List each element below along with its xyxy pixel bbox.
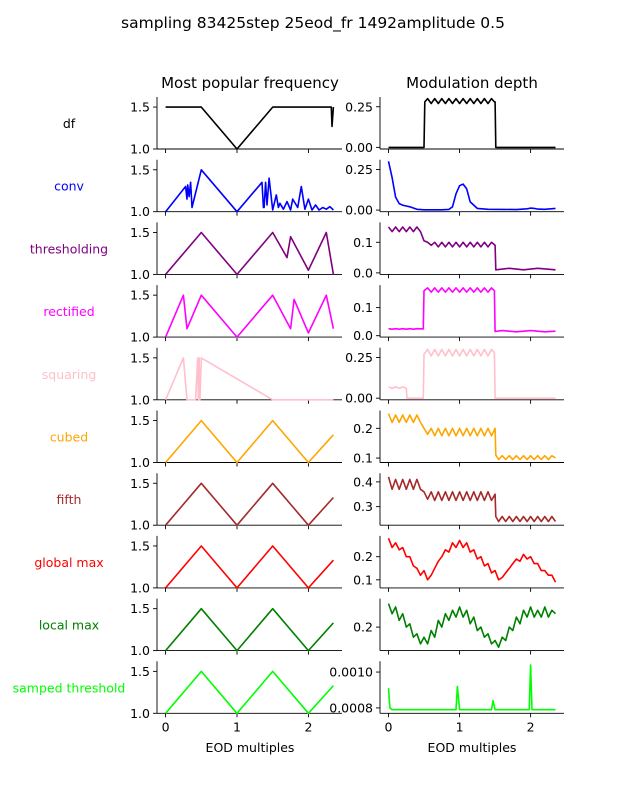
series-line-depth bbox=[387, 413, 556, 461]
y-tick-label: 0.00 bbox=[345, 391, 373, 406]
series-line-frequency bbox=[164, 545, 334, 589]
col-title-depth: Modulation depth bbox=[406, 74, 538, 92]
y-tick-label: 1.0 bbox=[130, 392, 150, 407]
y-tick-label: 1.5 bbox=[130, 476, 150, 491]
series-line-depth bbox=[388, 287, 556, 333]
x-tick-label: 0 bbox=[385, 719, 393, 734]
series-line-frequency bbox=[164, 357, 334, 401]
y-tick-label: 0.2 bbox=[353, 620, 373, 635]
series-line-depth bbox=[388, 97, 556, 149]
y-tick-label: 0.0008 bbox=[329, 700, 373, 715]
row-label: rectified bbox=[43, 304, 94, 319]
y-tick-label: 1.0 bbox=[130, 643, 150, 658]
row-label: thresholding bbox=[30, 241, 108, 256]
y-tick-label: 1.5 bbox=[130, 100, 150, 115]
series-line-frequency bbox=[164, 607, 334, 652]
y-tick-label: 0.0 bbox=[353, 265, 373, 280]
series-line-depth bbox=[387, 161, 556, 211]
row-label: squaring bbox=[42, 367, 97, 382]
y-tick-label: 0.25 bbox=[345, 99, 373, 114]
row-label: cubed bbox=[50, 430, 88, 445]
y-tick-label: 1.5 bbox=[130, 288, 150, 303]
y-tick-label: 0.0 bbox=[353, 328, 373, 343]
x-tick-label: 2 bbox=[527, 719, 535, 734]
xlabel-frequency: EOD multiples bbox=[206, 740, 295, 755]
y-tick-label: 0.2 bbox=[353, 549, 373, 564]
series-line-frequency bbox=[165, 106, 335, 150]
row-label: local max bbox=[39, 618, 99, 633]
y-tick-label: 1.0 bbox=[130, 455, 150, 470]
y-tick-label: 0.00 bbox=[345, 203, 373, 218]
series-line-frequency bbox=[164, 169, 334, 213]
series-line-depth bbox=[388, 348, 556, 400]
y-tick-label: 0.1 bbox=[353, 235, 373, 250]
y-tick-label: 1.0 bbox=[130, 518, 150, 533]
series-line-frequency bbox=[164, 419, 334, 464]
series-line-frequency bbox=[164, 231, 335, 276]
y-tick-label: 0.4 bbox=[353, 474, 373, 489]
y-tick-label: 1.5 bbox=[130, 413, 150, 428]
y-tick-label: 0.1 bbox=[353, 451, 373, 466]
row-label: samped threshold bbox=[13, 680, 126, 695]
y-tick-label: 0.25 bbox=[345, 162, 373, 177]
y-tick-label: 0.1 bbox=[353, 300, 373, 315]
col-title-frequency: Most popular frequency bbox=[161, 74, 339, 92]
y-tick-label: 0.1 bbox=[353, 572, 373, 587]
y-tick-label: 1.5 bbox=[130, 350, 150, 365]
x-tick-label: 1 bbox=[456, 719, 464, 734]
y-tick-label: 1.0 bbox=[130, 204, 150, 219]
y-tick-label: 1.5 bbox=[130, 664, 150, 679]
y-tick-label: 1.5 bbox=[130, 538, 150, 553]
series-line-frequency bbox=[164, 670, 334, 715]
y-tick-label: 0.00 bbox=[345, 140, 373, 155]
row-label: global max bbox=[34, 555, 103, 570]
y-tick-label: 0.3 bbox=[353, 499, 373, 514]
y-tick-label: 1.5 bbox=[130, 601, 150, 616]
series-line-depth bbox=[387, 226, 556, 271]
row-label: df bbox=[63, 116, 76, 131]
y-tick-label: 1.0 bbox=[130, 142, 150, 157]
xlabel-depth: EOD multiples bbox=[428, 740, 517, 755]
row-label: conv bbox=[54, 179, 84, 194]
y-tick-label: 1.0 bbox=[130, 706, 150, 721]
x-tick-label: 0 bbox=[162, 719, 170, 734]
y-tick-label: 0.25 bbox=[345, 350, 373, 365]
series-line-depth bbox=[387, 476, 557, 523]
series-line-depth bbox=[387, 603, 557, 649]
y-tick-label: 1.0 bbox=[130, 330, 150, 345]
y-tick-label: 1.5 bbox=[130, 162, 150, 177]
y-tick-label: 0.0010 bbox=[329, 665, 373, 680]
x-tick-label: 2 bbox=[304, 719, 312, 734]
y-tick-label: 1.0 bbox=[130, 267, 150, 282]
y-tick-label: 0.2 bbox=[353, 421, 373, 436]
series-line-depth bbox=[387, 664, 556, 711]
x-tick-label: 1 bbox=[233, 719, 241, 734]
figure-title: sampling 83425step 25eod_fr 1492amplitud… bbox=[121, 14, 505, 33]
row-label: fifth bbox=[57, 492, 82, 507]
y-tick-label: 1.5 bbox=[130, 225, 150, 240]
series-line-frequency bbox=[164, 482, 334, 527]
series-line-depth bbox=[387, 537, 557, 583]
series-line-frequency bbox=[164, 294, 335, 338]
y-tick-label: 1.0 bbox=[130, 580, 150, 595]
